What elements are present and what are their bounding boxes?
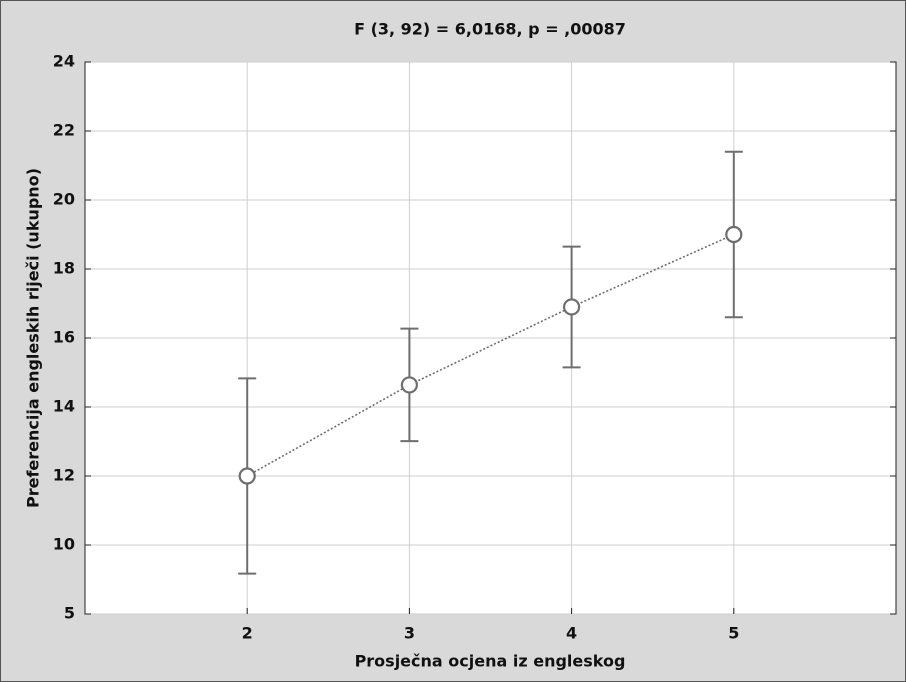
x-tick-label: 5	[728, 624, 739, 643]
y-tick-label: 22	[53, 121, 75, 140]
y-tick-label: 18	[53, 259, 75, 278]
y-tick-label: 20	[53, 190, 75, 209]
marks	[238, 150, 743, 575]
mean-line	[246, 233, 735, 477]
y-tick-label: 14	[53, 397, 75, 416]
mean-marker	[562, 298, 581, 316]
y-tick-label: 5	[64, 604, 75, 623]
y-tick-label: 24	[53, 52, 75, 71]
y-axis-label: Preferencija engleskih riječi (ukupno)	[24, 168, 43, 508]
mean-marker	[725, 225, 743, 244]
x-axis-label: Prosječna ocjena iz engleskog	[355, 652, 626, 671]
chart-title: F (3, 92) = 6,0168, p = ,00087	[354, 20, 626, 39]
mean-marker	[400, 376, 418, 394]
grid	[85, 61, 896, 615]
y-tick-label: 16	[53, 328, 75, 347]
x-tick-label: 3	[404, 624, 415, 643]
x-tick-label: 2	[242, 624, 253, 643]
x-tick-label: 4	[566, 624, 577, 643]
mean-marker	[238, 467, 256, 485]
y-tick-label: 10	[53, 535, 75, 554]
y-tick-label: 12	[53, 466, 75, 485]
